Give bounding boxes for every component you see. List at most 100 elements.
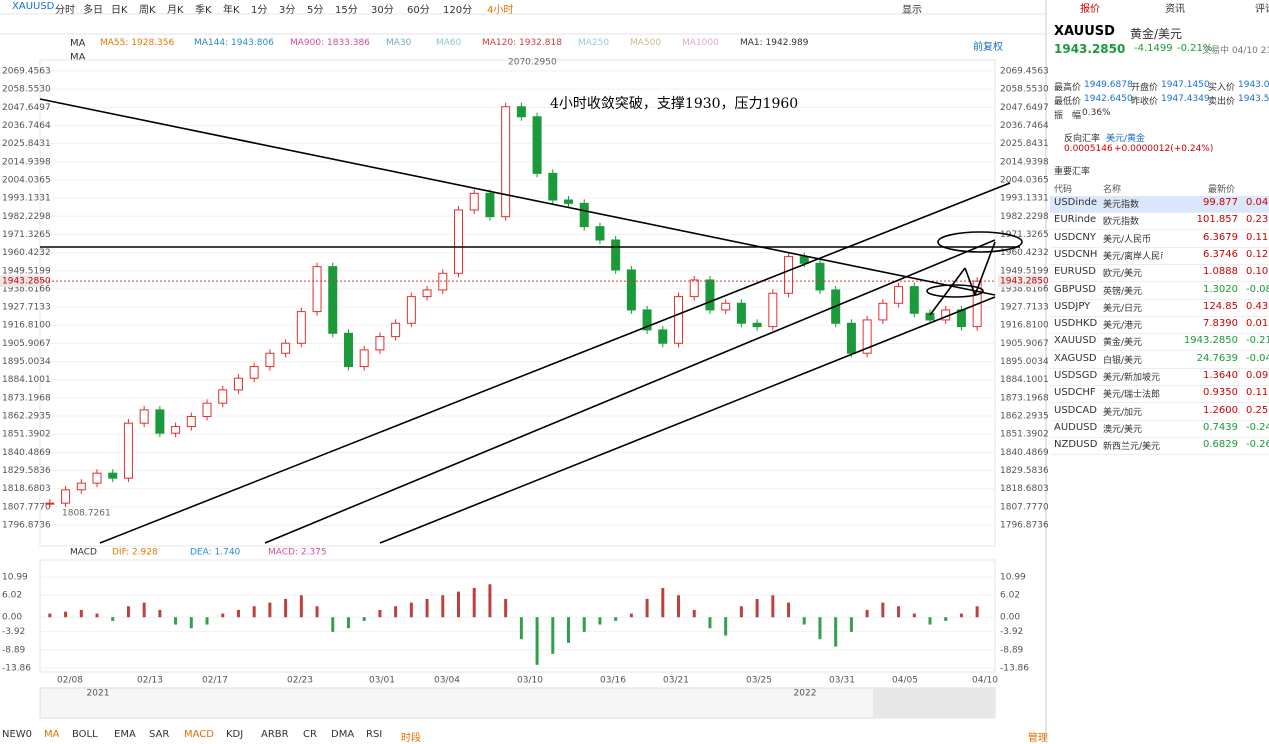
macd-bar xyxy=(126,606,130,618)
last-price-tag xyxy=(998,275,1042,288)
table-row[interactable] xyxy=(1050,386,1269,404)
y-tick-label: 1927.7133 xyxy=(1000,303,1048,313)
y-tick-label: 1807.7770 xyxy=(1000,502,1048,512)
table-row[interactable] xyxy=(1050,421,1269,438)
stat: 1947.1450 xyxy=(1161,80,1210,90)
indicator-tab[interactable]: MA xyxy=(44,729,60,740)
macd-bar xyxy=(944,617,948,621)
stat: 最高价 xyxy=(1054,83,1082,93)
row-change: 0.11 xyxy=(1246,387,1269,399)
candle xyxy=(406,296,416,324)
macd-bar xyxy=(645,598,649,618)
macd-bar xyxy=(504,598,508,618)
panel-tab[interactable]: 报价 xyxy=(1080,4,1100,15)
period-tab[interactable]: 季K xyxy=(195,5,212,16)
y-tick-label: 1884.1001 xyxy=(1000,375,1048,385)
table-row[interactable] xyxy=(1050,438,1269,456)
macd-bar xyxy=(661,587,665,618)
indicator-tab[interactable]: SAR xyxy=(149,729,170,740)
symbol[interactable]: XAUUSD xyxy=(12,1,55,12)
y-tick-label: 2047.6497 xyxy=(1000,103,1048,113)
indicator-tab[interactable]: MACD xyxy=(184,729,214,740)
y-tick-label: 1960.4232 xyxy=(2,248,51,258)
candle xyxy=(626,269,636,311)
row-change: 0.11 xyxy=(1246,231,1269,243)
candle xyxy=(422,289,432,298)
y-tick-label: 1818.6803 xyxy=(1000,484,1048,494)
period-tab[interactable]: 15分 xyxy=(335,5,358,16)
indicator-tab[interactable]: RSI xyxy=(366,729,383,740)
table-row[interactable] xyxy=(1050,231,1269,248)
y-tick-label: 2004.0365 xyxy=(2,175,51,185)
indicator-tab[interactable]: 时段 xyxy=(401,733,421,744)
candle xyxy=(233,377,243,391)
macd-bar xyxy=(865,609,869,618)
period-tab[interactable]: 分时 xyxy=(55,5,75,16)
manage-button[interactable]: 管理 xyxy=(1028,733,1048,744)
period-tab[interactable]: 30分 xyxy=(371,5,394,16)
period-tab[interactable]: 4小时 xyxy=(487,5,514,16)
period-tab[interactable]: 月K xyxy=(167,5,184,16)
period-tab[interactable]: 多日 xyxy=(83,5,103,16)
display-button[interactable]: 显示 xyxy=(902,5,922,16)
table-row[interactable] xyxy=(1050,213,1269,231)
period-tab[interactable]: 年K xyxy=(223,5,240,16)
candle xyxy=(925,312,935,321)
period-tab[interactable]: 1分 xyxy=(251,5,268,16)
macd-bar xyxy=(787,602,791,618)
ma-value: MA1: 1942.989 xyxy=(740,38,809,48)
row-price: 0.6829 xyxy=(1203,439,1238,451)
table-row[interactable] xyxy=(1050,300,1269,317)
y-tick-label: -13.86 xyxy=(1000,663,1029,673)
candle xyxy=(846,322,856,354)
period-tab[interactable]: 120分 xyxy=(443,5,473,16)
indicator-tab[interactable]: BOLL xyxy=(72,729,98,740)
table-row[interactable] xyxy=(1050,248,1269,265)
ma-value: MA144: 1943.806 xyxy=(194,38,274,48)
row-code: USDCAD xyxy=(1054,404,1097,416)
table-row[interactable] xyxy=(1050,404,1269,421)
table-row[interactable] xyxy=(1050,369,1269,386)
x-tick-label: 03/04 xyxy=(434,676,460,686)
y-tick-label: 1862.2935 xyxy=(2,412,51,422)
candle xyxy=(391,322,401,338)
table-row[interactable] xyxy=(1050,283,1269,300)
row-price: 101.857 xyxy=(1196,214,1238,226)
indicator-tab[interactable]: CR xyxy=(303,729,317,740)
indicator-tab[interactable]: NEW0 xyxy=(2,729,33,740)
table-row[interactable] xyxy=(1050,317,1269,335)
table-row[interactable] xyxy=(1050,265,1269,283)
row-name: 美元/离岸人民币 xyxy=(1103,251,1163,262)
y-tick-label: 1949.5199 xyxy=(1000,266,1048,276)
period-tab[interactable]: 3分 xyxy=(279,5,296,16)
reverse-name[interactable]: 美元/黄金 xyxy=(1106,134,1146,144)
indicator-tab[interactable]: KDJ xyxy=(226,729,244,740)
panel-tab[interactable]: 评论 xyxy=(1255,4,1269,15)
indicator-tab[interactable]: ARBR xyxy=(261,729,289,740)
candle xyxy=(894,286,904,304)
macd-bar xyxy=(897,606,901,618)
y-tick-label: 2047.6497 xyxy=(2,103,51,113)
stat: 1943.5 xyxy=(1238,94,1269,104)
period-tab[interactable]: 5分 xyxy=(307,5,324,16)
candle xyxy=(815,262,825,291)
table-row[interactable] xyxy=(1050,334,1269,352)
indicator-tab[interactable]: EMA xyxy=(114,729,136,740)
table-row[interactable] xyxy=(1050,196,1269,213)
period-tab[interactable]: 日K xyxy=(111,5,128,16)
indicator-tab[interactable]: DMA xyxy=(331,729,355,740)
macd-bar xyxy=(378,609,382,618)
y-tick-label: 1895.0034 xyxy=(1000,357,1048,367)
panel-change: -4.1499 xyxy=(1134,43,1173,54)
candle xyxy=(108,472,118,479)
stat: 最低价 xyxy=(1054,97,1082,107)
y-tick-label: 1862.2935 xyxy=(1000,412,1048,422)
candle xyxy=(579,202,589,228)
candle xyxy=(328,266,338,334)
macd-bar xyxy=(928,617,932,625)
period-tab[interactable]: 周K xyxy=(139,5,156,16)
period-tab[interactable]: 60分 xyxy=(407,5,430,16)
panel-tab[interactable]: 资讯 xyxy=(1165,4,1185,15)
table-row[interactable] xyxy=(1050,352,1269,369)
adjust-button[interactable]: 前复权 xyxy=(973,42,1003,53)
